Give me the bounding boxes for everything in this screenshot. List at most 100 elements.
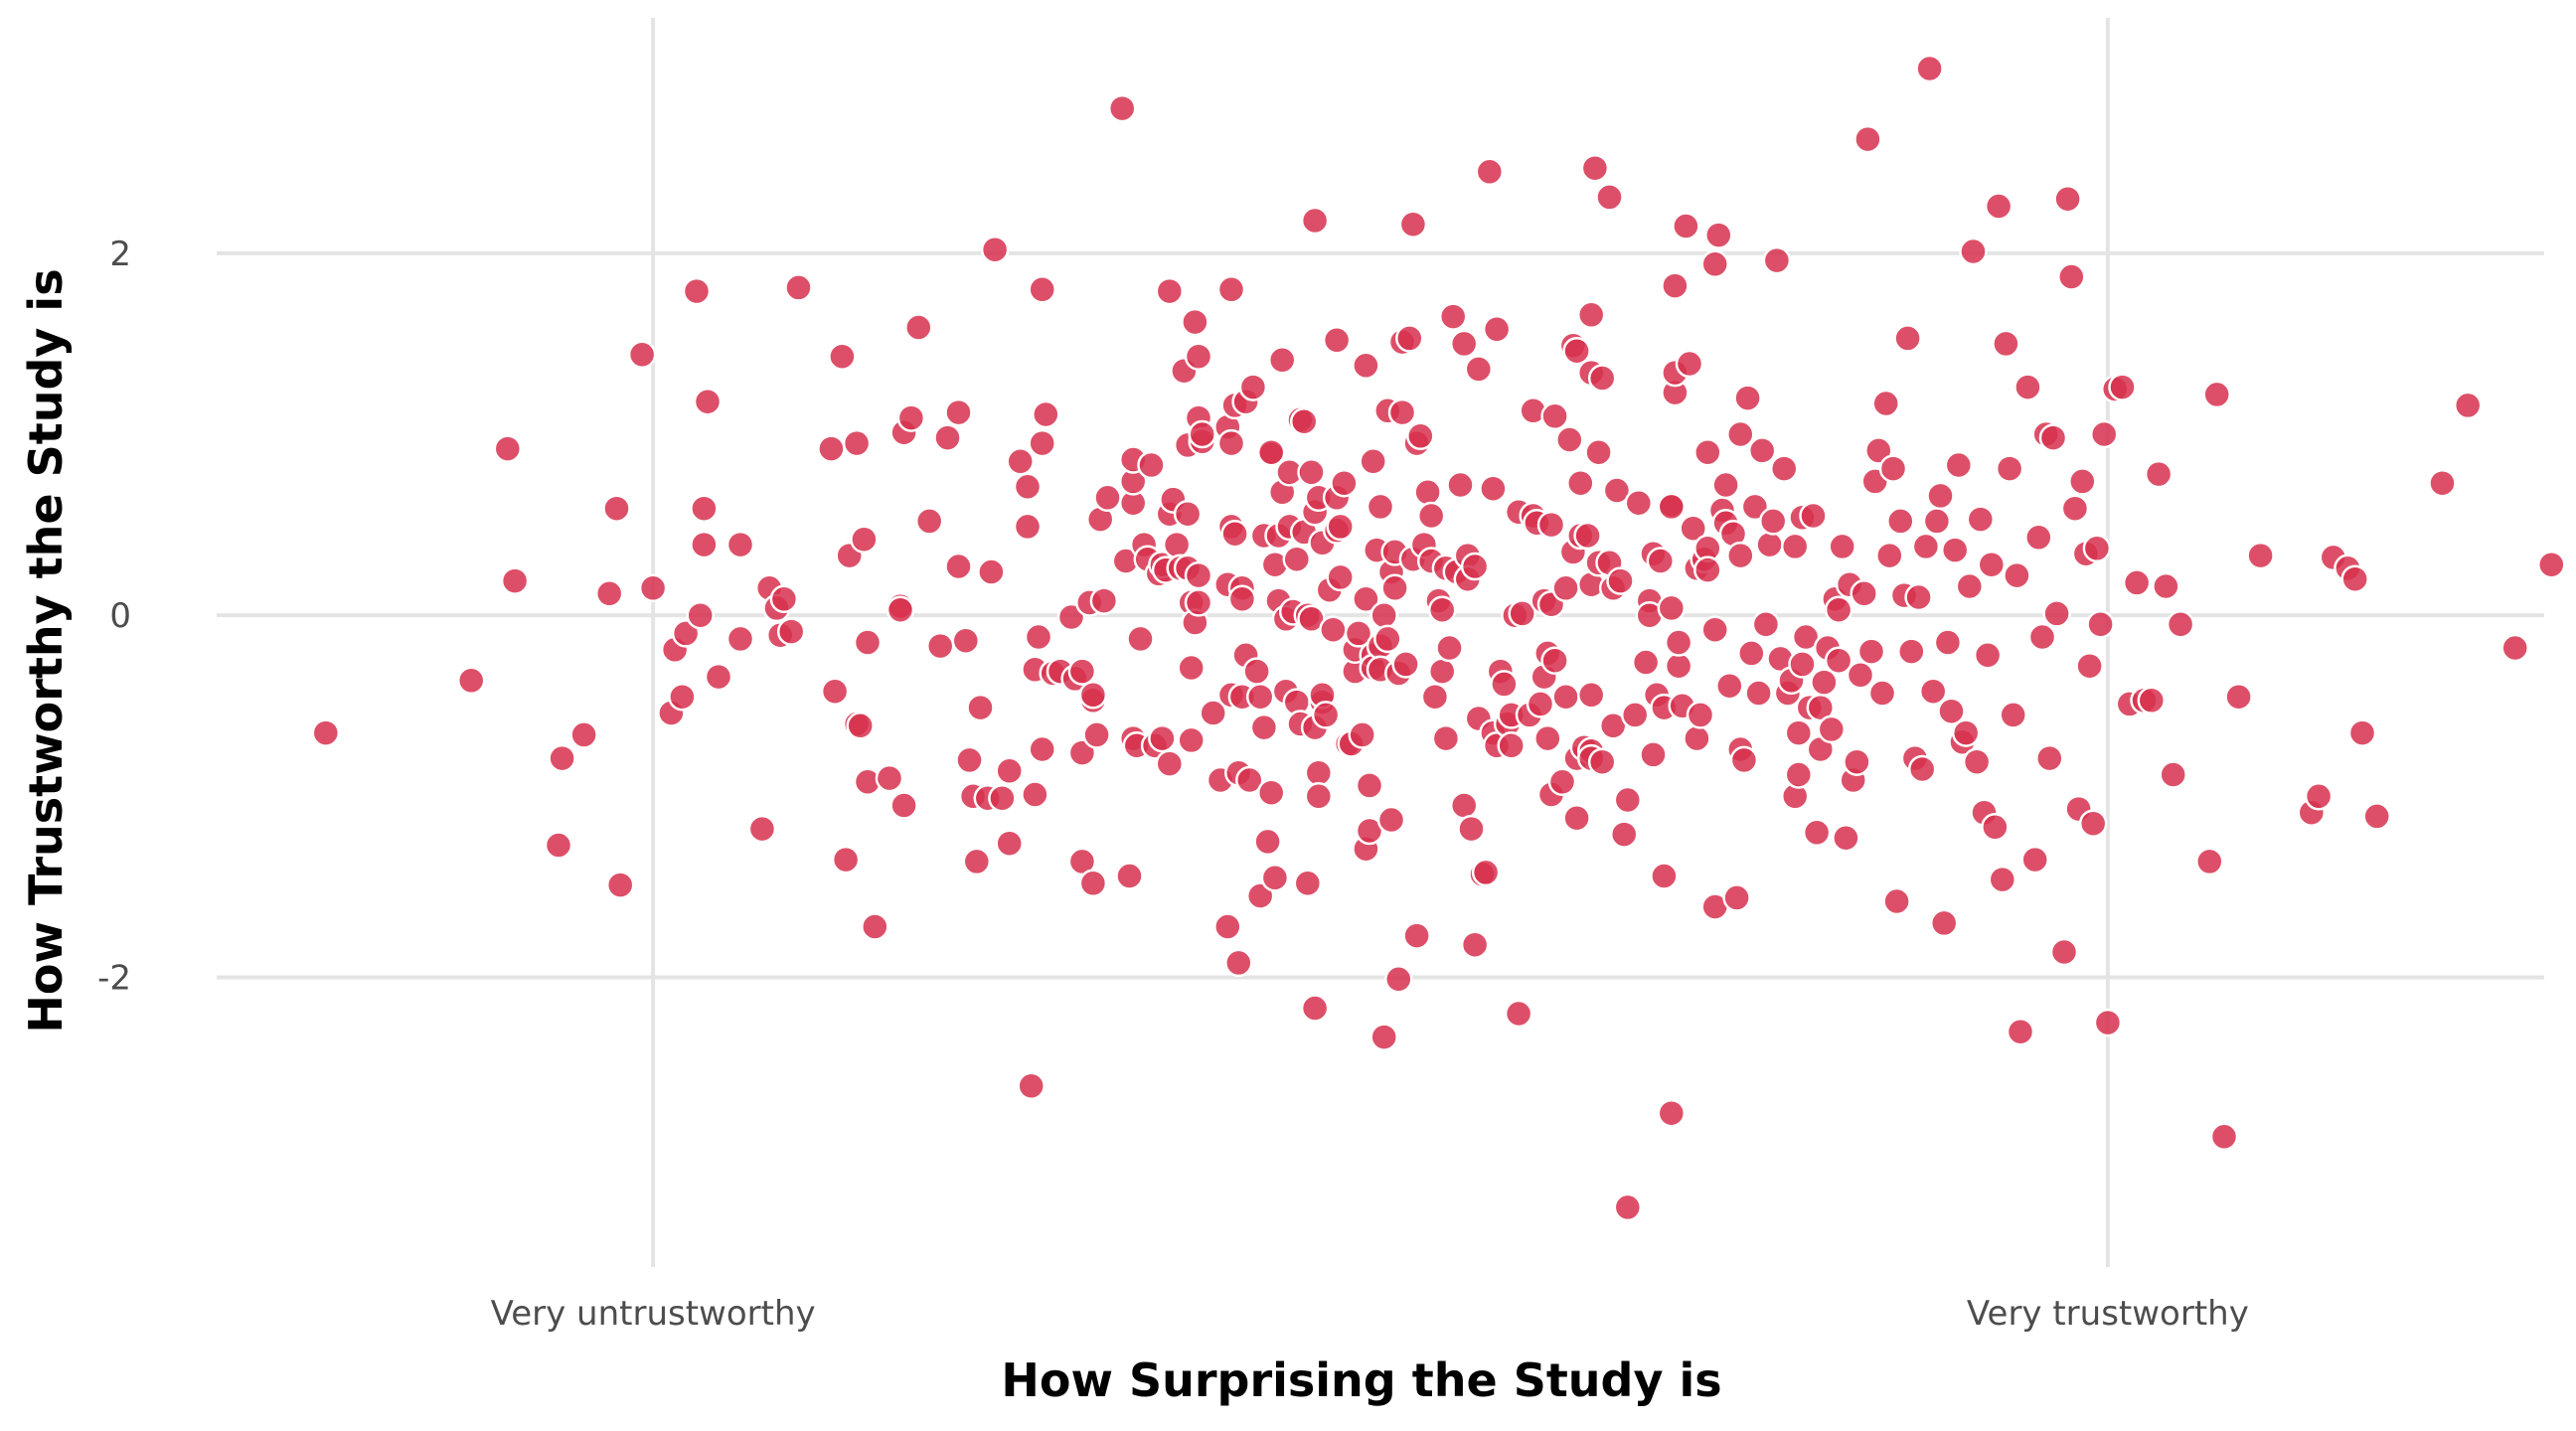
data-point — [1475, 157, 1505, 187]
data-point — [1344, 619, 1373, 648]
data-point — [904, 313, 933, 342]
data-point — [1213, 912, 1242, 941]
data-point — [1926, 481, 1955, 511]
data-point — [686, 600, 715, 630]
data-point — [1289, 406, 1319, 436]
data-point — [1032, 399, 1060, 429]
data-point — [1420, 682, 1450, 712]
data-point — [1449, 791, 1479, 820]
data-point — [2024, 523, 2053, 553]
data-point — [2078, 809, 2108, 838]
data-point — [1536, 510, 1566, 540]
data-point — [493, 434, 523, 463]
data-point — [1256, 437, 1286, 467]
data-point — [1551, 573, 1580, 603]
data-point — [1416, 501, 1446, 531]
data-point — [548, 743, 576, 773]
data-point — [2038, 423, 2068, 452]
data-point — [1966, 505, 1996, 534]
data-point — [1562, 803, 1591, 833]
data-point — [1540, 646, 1569, 675]
data-point — [2209, 1122, 2239, 1152]
data-point — [690, 494, 719, 523]
data-point — [1449, 329, 1479, 359]
y-tick-label: 0 — [109, 596, 131, 636]
data-point — [1551, 682, 1580, 712]
data-point — [1937, 697, 1966, 725]
data-point — [1639, 740, 1668, 769]
data-point — [1006, 447, 1035, 476]
data-point — [1380, 573, 1409, 603]
data-point — [1693, 437, 1722, 467]
data-point — [1846, 661, 1875, 690]
data-point — [1802, 818, 1832, 848]
data-point — [1878, 454, 1908, 483]
data-point — [2195, 847, 2224, 876]
data-point — [1384, 965, 1413, 994]
data-point — [828, 342, 857, 371]
data-point — [1508, 599, 1536, 628]
data-point — [1224, 948, 1253, 978]
data-point — [2144, 459, 2174, 489]
data-point — [1326, 562, 1355, 592]
data-point — [1293, 869, 1323, 898]
data-point — [1810, 668, 1839, 697]
data-point — [1962, 747, 1992, 776]
data-point — [1595, 183, 1624, 212]
data-point — [1391, 650, 1420, 679]
data-point — [1933, 628, 1963, 657]
grid — [217, 18, 2544, 1267]
x-axis-tick-labels: Very untrustworthy Very trustworthy — [491, 1294, 2249, 1334]
data-point — [1977, 550, 2007, 579]
data-point — [1729, 745, 1759, 775]
data-point — [1904, 582, 1933, 612]
data-point — [1573, 521, 1602, 551]
data-point — [1413, 478, 1442, 507]
data-point — [1446, 470, 1475, 500]
data-point — [1457, 814, 1486, 844]
data-point — [1988, 865, 2017, 894]
data-point — [1490, 670, 1519, 699]
data-point — [1021, 780, 1049, 809]
data-point — [1013, 472, 1043, 502]
data-point — [842, 428, 872, 458]
data-point — [1427, 595, 1457, 624]
data-point — [1940, 536, 1970, 564]
data-point — [1613, 785, 1643, 815]
data-point — [2453, 391, 2483, 420]
data-point — [2020, 845, 2049, 874]
data-point — [1238, 373, 1268, 401]
data-point — [1843, 747, 1871, 776]
data-point — [1173, 499, 1203, 529]
data-point — [1348, 720, 1376, 749]
data-point — [875, 763, 904, 793]
data-point — [1216, 275, 1246, 304]
data-point — [2428, 468, 2457, 498]
data-point — [1235, 765, 1264, 795]
data-point — [1497, 731, 1526, 760]
data-point — [2089, 419, 2119, 449]
data-point — [1740, 492, 1770, 522]
data-point — [1686, 701, 1715, 729]
data-point — [1992, 329, 2020, 359]
data-point — [1744, 679, 1773, 708]
data-point — [682, 276, 712, 306]
data-point — [1352, 351, 1380, 381]
x-axis-title: How Surprising the Study is — [1001, 1353, 1721, 1407]
data-point — [1984, 192, 2013, 221]
data-point — [1028, 734, 1056, 764]
data-point — [725, 530, 755, 559]
data-point — [1024, 622, 1053, 652]
data-point — [914, 507, 944, 536]
data-point — [1657, 593, 1687, 623]
data-point — [311, 718, 341, 747]
data-point — [1297, 458, 1326, 487]
data-point — [1683, 723, 1711, 753]
data-point — [1580, 153, 1610, 183]
data-point — [2006, 1017, 2035, 1046]
data-point — [861, 912, 889, 941]
data-point — [1555, 425, 1584, 454]
data-point — [2057, 262, 2086, 291]
data-point — [1482, 315, 1512, 344]
